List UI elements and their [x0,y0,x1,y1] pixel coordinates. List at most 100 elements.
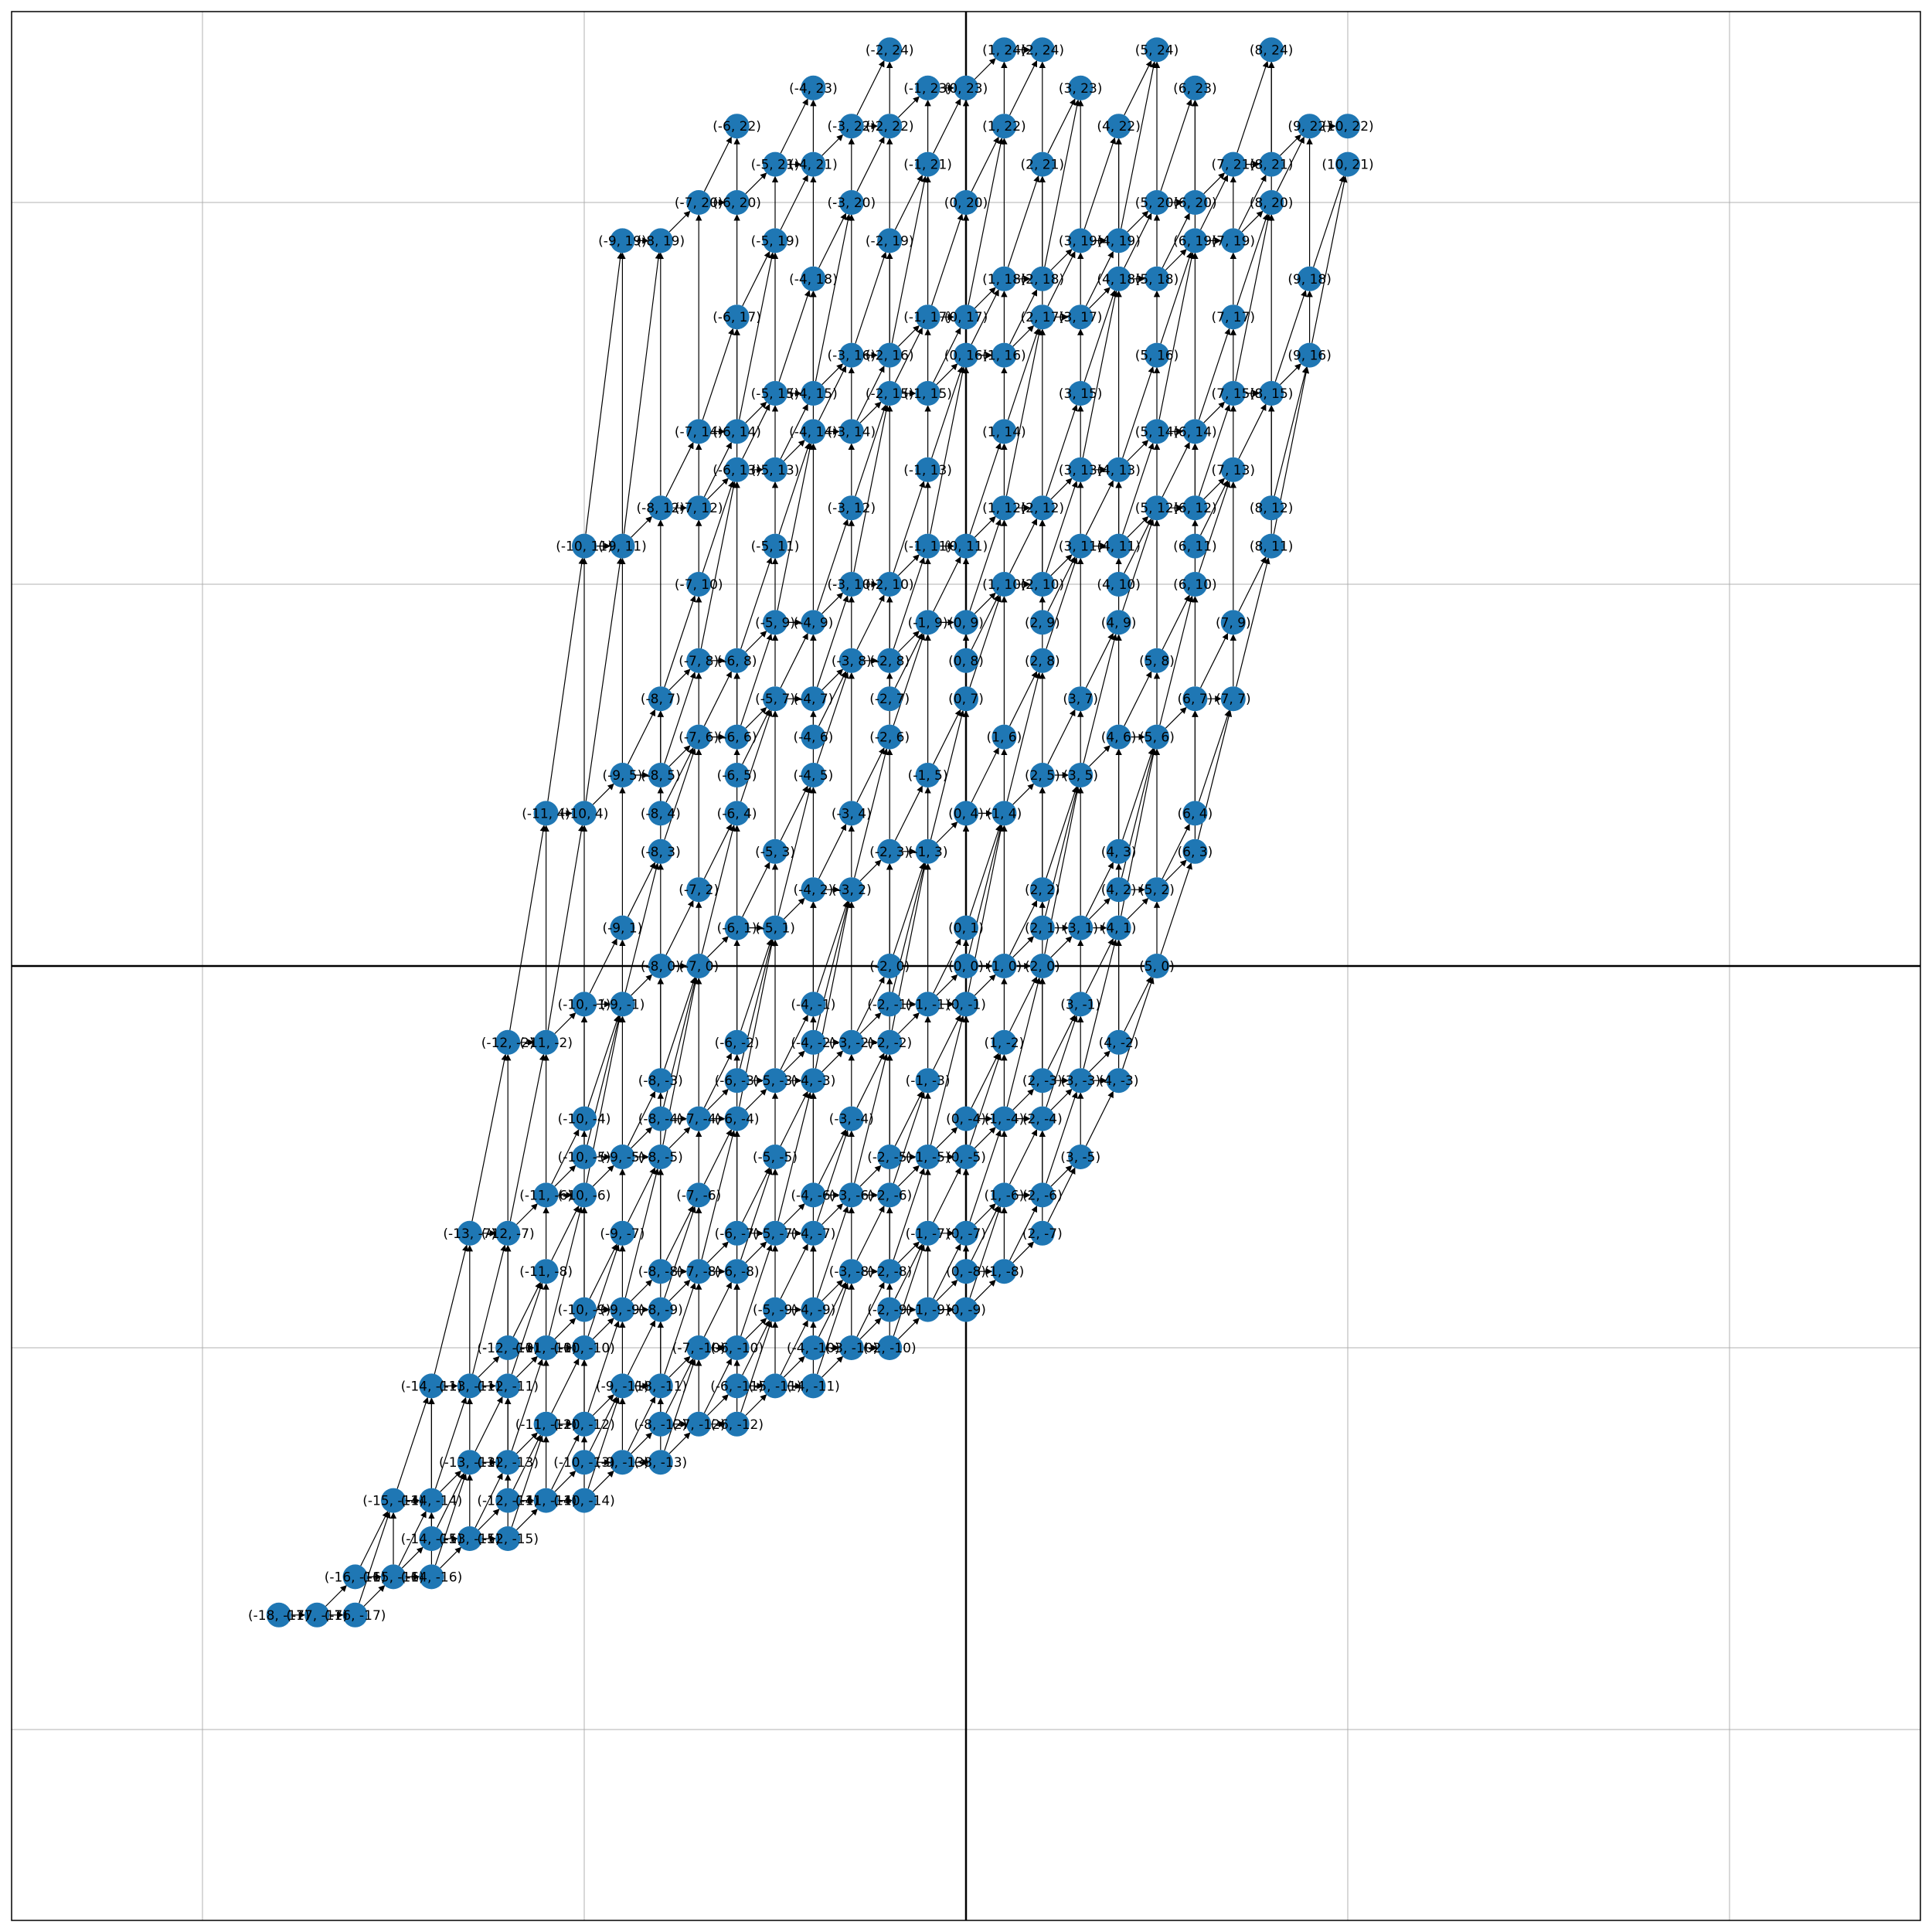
graph-edge [780,403,808,459]
graph-node [686,572,712,597]
node-label: (-8, 19) [636,233,685,249]
graph-edge [1085,250,1114,307]
node-label: (-7, 2) [679,883,719,898]
graph-node [495,1450,521,1475]
graph-node [954,304,978,330]
graph-node [457,1450,482,1475]
graph-edge [1085,862,1114,917]
graph-node [915,1145,940,1169]
graph-edge [745,1088,767,1111]
node-label: (-2, 10) [866,577,914,593]
node-label: (-6, -3) [715,1073,760,1089]
graph-node [1029,266,1055,291]
node-label: (-12, -11) [477,1379,539,1394]
graph-edge [1083,634,1117,764]
node-label: (-5, 1) [755,921,795,937]
node-label: (6, 23) [1173,81,1217,97]
graph-node [572,1297,597,1322]
node-label: (-6, 4) [717,806,757,821]
graph-edge [780,1014,808,1070]
graph-edge [702,481,735,573]
graph-node [801,1373,826,1399]
graph-edge [398,1511,427,1566]
graph-edge [592,1318,614,1340]
graph-edge [818,366,847,421]
graph-edge [931,366,964,458]
node-label: (1, 14) [982,424,1026,440]
graph-node [572,1335,597,1360]
graph-node [954,75,978,100]
graph-node [495,1373,521,1399]
graph-node [1106,838,1131,864]
node-label: (2, 5) [1025,768,1060,784]
graph-node [648,228,673,253]
graph-edge [631,515,653,538]
graph-node [838,1182,864,1208]
node-label: (5, 18) [1135,272,1179,287]
graph-edge [740,1168,773,1260]
graph-node [495,1029,521,1055]
graph-node [572,1488,597,1513]
graph-edge [898,1012,920,1034]
graph-node [1220,686,1246,712]
node-label: (0, 20) [944,196,988,211]
node-label: (-3, 4) [832,806,872,821]
node-label: (-13, -15) [439,1532,501,1547]
node-label: (-11, -2) [519,1036,573,1051]
node-label: (-14, -14) [401,1494,463,1509]
graph-node [533,1029,559,1055]
graph-node [610,1220,635,1246]
graph-edge [1236,557,1270,687]
graph-node [1259,190,1284,215]
graph-node [724,457,750,482]
graph-node [648,763,673,787]
graph-node [1145,648,1169,673]
graph-edge [703,441,732,498]
node-label: (-3, 20) [827,196,876,211]
graph-edge [971,1053,999,1108]
graph-node [610,1450,635,1475]
graph-node [1068,457,1094,482]
node-label: (-4, 9) [793,615,833,631]
graph-edge [894,175,923,230]
graph-node [1182,801,1208,826]
graph-edge [740,633,773,726]
graph-edge [1007,175,1040,267]
graph-node [1220,381,1246,406]
graph-edge [707,1088,729,1111]
graph-node [763,1220,787,1246]
graph-edge [1009,1205,1038,1261]
node-label: (2, 12) [1021,501,1065,516]
graph-edge [511,1282,544,1375]
graph-node [572,1411,597,1437]
node-label: (-3, 16) [827,349,876,364]
graph-node [686,648,712,673]
graph-node [686,1182,712,1208]
graph-edge [740,1321,773,1413]
node-label: (-5, -11) [749,1379,802,1394]
graph-node [1182,495,1208,521]
graph-node [648,954,673,978]
graph-node [610,1373,635,1399]
graph-node [838,648,864,673]
graph-edge [893,633,926,726]
graph-edge [780,1243,808,1299]
graph-node [686,1335,712,1360]
graph-edge [1124,518,1152,573]
graph-edge [511,1435,544,1527]
graph-node [763,1297,787,1322]
node-label: (7, 21) [1212,158,1256,173]
graph-edge [628,1396,656,1452]
graph-edge [703,1358,732,1413]
graph-node [801,1335,826,1360]
graph-node [838,1029,864,1055]
graph-node [954,610,978,635]
graph-node [1106,610,1131,635]
graph-edge [1047,250,1076,307]
graph-edge [971,289,999,345]
graph-edge [1122,977,1155,1070]
node-label: (-12, -13) [477,1455,539,1471]
node-label: (-8, -4) [638,1112,683,1128]
graph-edge [745,401,767,423]
graph-node [1106,457,1131,482]
